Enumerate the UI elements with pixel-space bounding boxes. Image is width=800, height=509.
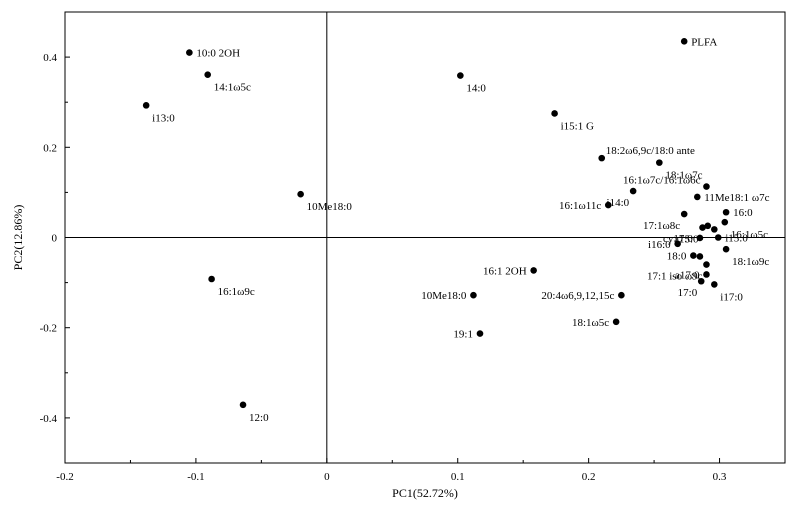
data-point-label: 18:1ω7c [665,170,702,182]
data-point [703,271,710,278]
x-tick-label: 0.1 [451,471,465,483]
data-point [656,159,663,166]
data-point-label: 16:0 [733,207,753,219]
data-point-label: i15:0 [725,233,748,245]
data-point-label: 17:1 iso ω9c [647,271,703,283]
data-point [721,218,729,226]
data-point [714,234,722,241]
y-tick-label: -0.2 [40,323,57,335]
data-point [680,210,688,218]
data-point-label: 18:1ω5c [572,317,609,329]
data-point [604,201,612,209]
data-point-label: i17:0 [720,291,743,303]
x-tick-label: -0.2 [56,471,73,483]
data-point-label: 10Me18:0 [307,201,353,213]
y-tick-label: -0.4 [40,413,58,425]
x-tick-label: 0.2 [582,471,596,483]
y-axis-ticks: -0.4 -0.2 0 0.2 0.4 [40,52,70,425]
y-tick-label: 0.2 [43,142,57,154]
data-point [204,71,211,78]
data-point [457,72,464,79]
data-point-label: 16:1ω9c [218,286,255,298]
data-point-label: 18:1ω9c [732,256,769,268]
data-point-label: 14:1ω5c [214,82,251,94]
data-point [629,187,637,195]
y-tick-label: 0.4 [43,52,57,64]
data-point-label: 16:1ω7c/16:1ω6c [623,175,701,187]
data-point [690,252,697,259]
data-point-label: i13:0 [152,112,175,124]
data-point [722,208,730,216]
data-point-label: 11Me18:1 ω7c [704,192,769,204]
data-point [693,193,701,201]
data-point [186,49,193,56]
data-point [703,183,710,190]
data-point [696,234,704,242]
y-tick-label: 0 [52,233,58,245]
data-point [476,330,484,337]
reference-lines [65,12,785,463]
x-tick-label: -0.1 [187,471,204,483]
data-point-label: 10Me18:0 [421,290,467,302]
y-axis-title: PC2(12.86%) [11,205,25,271]
data-point [470,291,477,299]
data-point-label: i14:0 [607,197,630,209]
data-point [697,277,705,285]
data-point-label: 16:1ω5c [731,229,768,241]
data-point [297,190,304,198]
data-point [674,240,681,248]
data-point-label: 18:0 [667,251,687,263]
data-point [239,401,247,409]
x-tick-label: 0 [324,471,330,483]
data-point-label: 18:2ω6,9c/18:0 ante [606,145,695,157]
data-point-label: 16:1 2OH [483,265,527,277]
x-axis-title: PC1(52.72%) [392,486,458,500]
data-point-label: cy17:0 [663,233,693,245]
data-point [680,38,688,45]
data-point-label: 12:0 [249,412,269,424]
data-point [699,224,706,231]
x-tick-label: 0.3 [713,471,727,483]
data-point [142,102,150,109]
data-point-label: 17:1ω8c [643,220,680,232]
data-point [704,222,712,230]
data-point [598,154,606,162]
data-points: PLFA 10:0 2OH 14:1ω5c i13:0 14:0 i15:1 G 18:2ω… [142,36,770,424]
data-point-label: 17:0 [678,287,698,299]
data-point [612,318,620,326]
data-point [696,253,704,260]
data-point [711,281,718,288]
data-point-label: 14:0 [466,83,486,95]
data-point [711,226,718,233]
data-point-label: i15:1 G [561,120,594,132]
data-point-label: 20:4ω6,9,12,15c [541,290,614,302]
data-point [551,110,558,117]
x-axis-ticks: -0.2 -0.1 0 0.1 0.2 0.3 [56,458,727,483]
data-point-label: 10:0 2OH [196,48,240,60]
data-point [722,245,730,253]
data-point-label: i16:0 [648,239,671,251]
data-point [208,275,215,283]
data-point-label: 19:1 [453,329,473,341]
data-point-label: a17:0 [675,269,700,281]
data-point [618,291,625,299]
data-point-label: 16:1ω11c [559,200,601,212]
data-point [703,261,710,268]
data-point-label: PLFA [691,36,717,48]
data-point [530,267,537,274]
